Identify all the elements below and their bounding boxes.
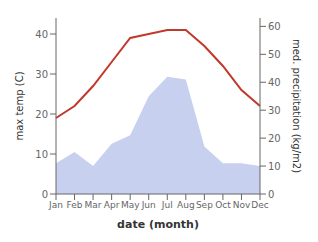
svg-text:20: 20 xyxy=(35,109,48,120)
svg-text:Apr: Apr xyxy=(104,200,120,210)
svg-text:date (month): date (month) xyxy=(117,218,199,231)
svg-text:10: 10 xyxy=(268,161,281,172)
svg-text:40: 40 xyxy=(35,29,48,40)
svg-text:40: 40 xyxy=(268,77,281,88)
svg-text:20: 20 xyxy=(268,133,281,144)
svg-text:0: 0 xyxy=(268,189,274,200)
svg-text:max temp (C): max temp (C) xyxy=(14,71,25,140)
svg-text:Oct: Oct xyxy=(215,200,231,210)
svg-text:Nov: Nov xyxy=(233,200,251,210)
svg-text:May: May xyxy=(121,200,140,210)
svg-text:Jun: Jun xyxy=(141,200,156,210)
svg-text:Dec: Dec xyxy=(251,200,268,210)
svg-text:60: 60 xyxy=(268,21,281,32)
svg-text:Sep: Sep xyxy=(196,200,213,210)
svg-text:Jan: Jan xyxy=(48,200,63,210)
svg-text:Jul: Jul xyxy=(161,200,173,210)
svg-text:Feb: Feb xyxy=(67,200,83,210)
svg-text:Mar: Mar xyxy=(85,200,102,210)
svg-text:10: 10 xyxy=(35,149,48,160)
svg-text:30: 30 xyxy=(268,105,281,116)
svg-text:30: 30 xyxy=(35,69,48,80)
svg-text:50: 50 xyxy=(268,49,281,60)
svg-text:Aug: Aug xyxy=(177,200,195,210)
svg-text:med. precipitation (kg/m2): med. precipitation (kg/m2) xyxy=(291,39,302,173)
svg-text:0: 0 xyxy=(42,189,48,200)
